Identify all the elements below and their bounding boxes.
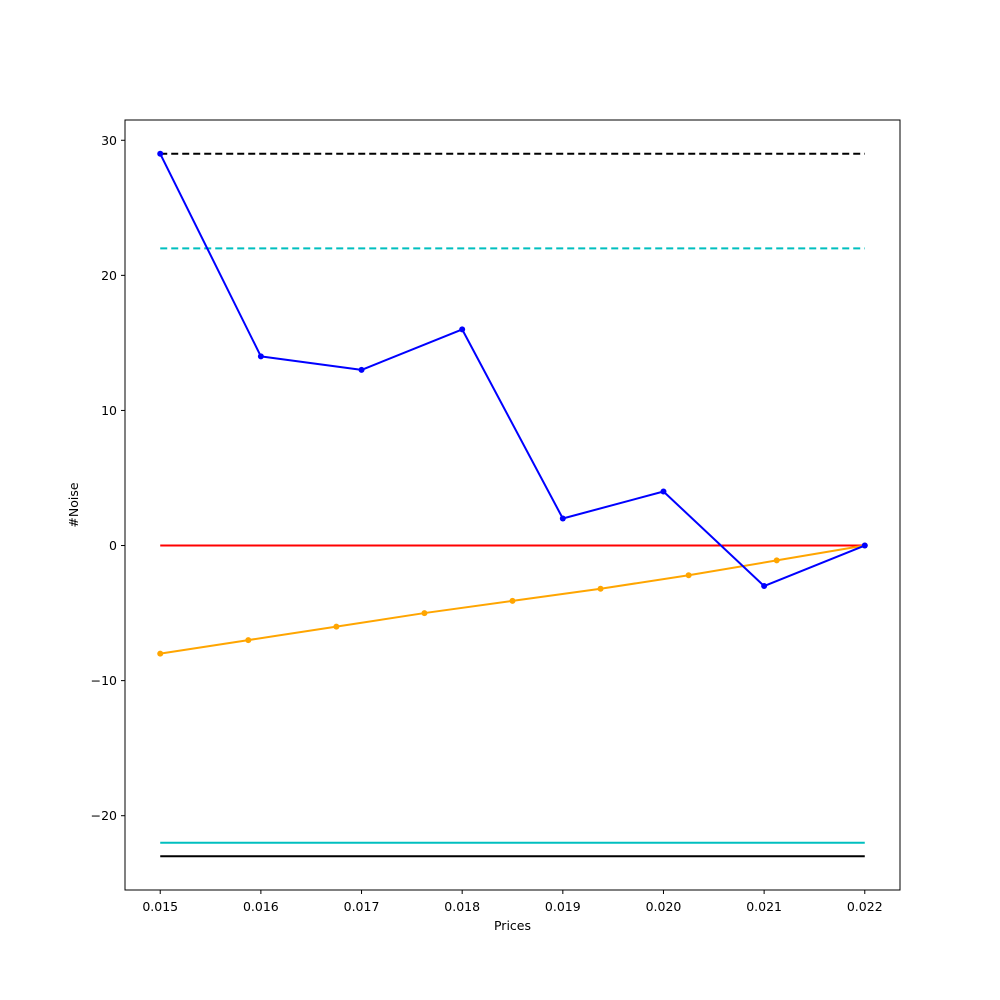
data-point (861, 542, 868, 549)
series-line (159, 153, 866, 588)
data-point (773, 557, 780, 564)
y-tick-label: 10 (101, 403, 117, 418)
y-tick-label: −20 (91, 808, 117, 823)
x-axis: 0.015 0.016 0.017 0.018 0.019 0.020 0.021 0.022 (142, 890, 883, 914)
x-tick-label: 0.018 (444, 899, 480, 914)
plot-area (125, 120, 900, 890)
data-point (660, 488, 667, 495)
data-point (559, 515, 566, 522)
x-axis-label: Prices (494, 918, 531, 933)
data-point (157, 650, 164, 657)
y-axis: 30 20 10 0 −10 −20 (91, 133, 125, 823)
data-point (245, 637, 252, 644)
data-point (358, 366, 365, 373)
y-tick-label: 30 (101, 133, 117, 148)
series-layer (157, 150, 868, 858)
y-tick-label: 20 (101, 268, 117, 283)
data-point (597, 585, 604, 592)
data-point (333, 623, 340, 630)
series-6 (157, 150, 868, 590)
plot-frame (124, 119, 901, 891)
data-point (509, 597, 516, 604)
y-tick-label: −10 (91, 673, 117, 688)
x-tick-label: 0.016 (243, 899, 279, 914)
x-tick-label: 0.021 (746, 899, 782, 914)
data-point (761, 583, 768, 590)
y-axis-label: #Noise (66, 482, 81, 527)
x-tick-label: 0.019 (545, 899, 581, 914)
x-tick-label: 0.022 (847, 899, 883, 914)
x-tick-label: 0.020 (646, 899, 682, 914)
data-point (157, 150, 164, 157)
data-point (257, 353, 264, 360)
x-tick-label: 0.017 (344, 899, 380, 914)
y-tick-label: 0 (109, 538, 117, 553)
x-tick-label: 0.015 (142, 899, 178, 914)
data-point (685, 572, 692, 579)
data-point (459, 326, 466, 333)
data-point (421, 610, 428, 617)
